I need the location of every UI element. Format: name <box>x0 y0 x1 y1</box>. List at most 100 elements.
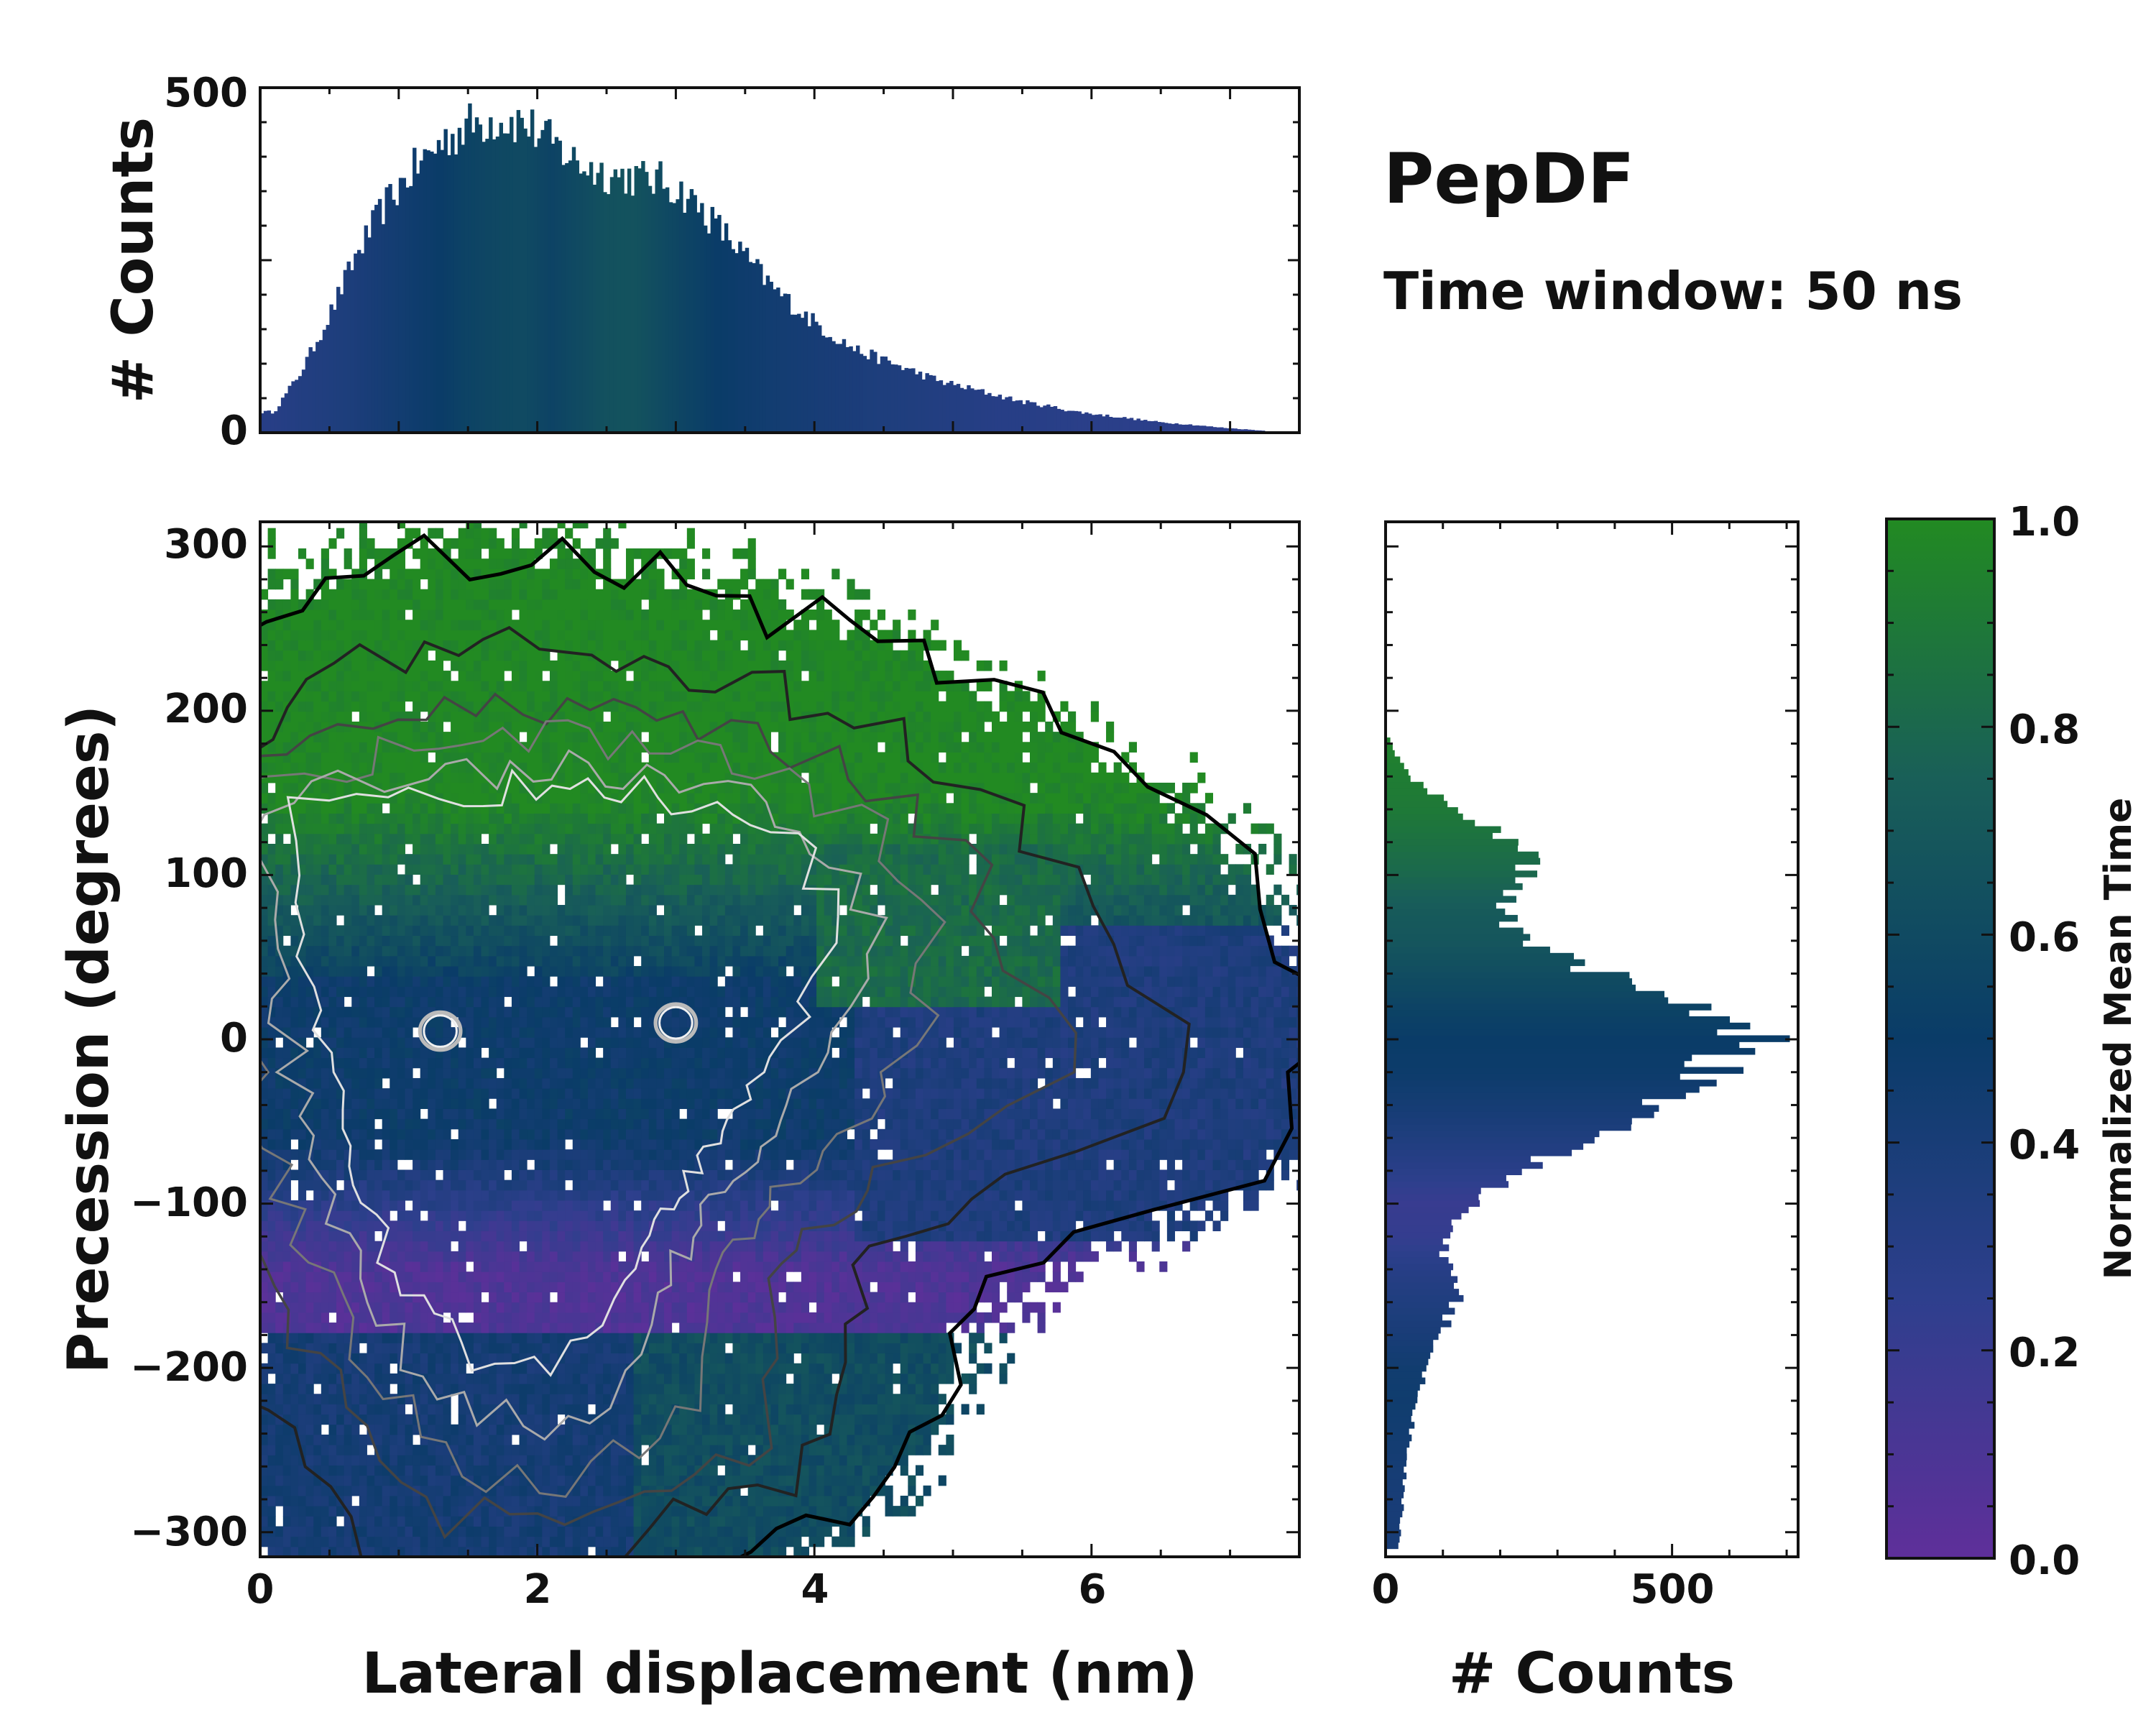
heatmap-cell <box>313 1353 322 1364</box>
heatmap-cell <box>397 752 405 763</box>
heatmap-cell <box>321 1455 329 1466</box>
top-histogram-bar <box>1029 402 1033 433</box>
heatmap-cell <box>451 976 459 987</box>
heatmap-cell <box>473 1271 482 1282</box>
heatmap-cell <box>481 1343 489 1354</box>
heatmap-cell <box>321 1118 329 1130</box>
heatmap-cell <box>405 1128 413 1140</box>
heatmap-cell <box>374 945 383 957</box>
heatmap-cell <box>542 925 550 937</box>
heatmap-cell <box>435 762 443 773</box>
heatmap-cell <box>466 671 474 681</box>
heatmap-cell <box>481 996 489 1008</box>
top-histogram-bar <box>478 124 483 433</box>
heatmap-cell <box>420 854 428 865</box>
heatmap-cell <box>260 1485 269 1496</box>
top-histogram-bar <box>856 345 860 433</box>
heatmap-cell <box>260 1373 269 1384</box>
heatmap-cell <box>580 1118 589 1130</box>
heatmap-cell <box>527 1118 535 1130</box>
heatmap-cell <box>473 1128 482 1140</box>
heatmap-cell <box>557 1485 566 1496</box>
heatmap-cell <box>374 1149 383 1160</box>
top-histogram-bar <box>797 313 801 433</box>
top-histogram-bar <box>617 177 621 433</box>
heatmap-cell <box>428 630 436 641</box>
heatmap-cell <box>298 1445 307 1455</box>
heatmap-cell <box>275 1424 284 1435</box>
heatmap-cell <box>435 1485 443 1496</box>
heatmap-cell <box>298 1465 307 1476</box>
heatmap-cell <box>572 1333 581 1343</box>
heatmap-cell <box>595 925 604 937</box>
heatmap-cell <box>435 1251 443 1262</box>
heatmap-cell <box>359 522 367 529</box>
heatmap-cell <box>260 610 269 620</box>
heatmap-cell <box>382 1108 390 1120</box>
heatmap-cell <box>466 1516 474 1527</box>
top-histogram-bar <box>873 351 877 433</box>
heatmap-cell <box>351 925 360 937</box>
heatmap-cell <box>565 1333 573 1343</box>
heatmap-cell <box>413 844 421 855</box>
top-histogram-bar <box>453 154 459 433</box>
heatmap-cell <box>321 833 329 845</box>
heatmap-cell <box>405 905 413 916</box>
heatmap-cell <box>367 1169 375 1181</box>
heatmap-cell <box>504 1261 512 1272</box>
heatmap-cell <box>618 721 627 732</box>
heatmap-cell <box>519 1363 528 1374</box>
heatmap-cell <box>305 630 314 641</box>
heatmap-cell <box>466 1434 474 1445</box>
heatmap-cell <box>298 1271 307 1282</box>
heatmap-cell <box>519 548 528 559</box>
top-histogram-bar <box>1022 404 1026 433</box>
heatmap-cell <box>275 1159 284 1170</box>
heatmap-cell <box>489 1475 497 1486</box>
heatmap-cell <box>595 681 604 691</box>
heatmap-cell <box>542 772 550 783</box>
heatmap-cell <box>328 1414 337 1425</box>
top-histogram-bar <box>489 117 493 433</box>
heatmap-cell <box>496 976 505 987</box>
top-histogram-bar <box>1171 423 1176 433</box>
top-histogram-bar <box>1133 420 1138 433</box>
heatmap-cell <box>275 691 284 702</box>
heatmap-cell <box>267 1200 276 1211</box>
heatmap-cell <box>534 864 543 875</box>
heatmap-cell <box>527 1434 535 1445</box>
top-histogram-bar <box>1105 414 1110 433</box>
heatmap-cell <box>413 599 421 610</box>
heatmap-cell <box>504 610 512 620</box>
heatmap-cell <box>595 1475 604 1486</box>
heatmap-cell <box>557 711 566 722</box>
heatmap-cell <box>282 1179 291 1191</box>
heatmap-cell <box>397 548 405 559</box>
heatmap-cell <box>405 1302 413 1313</box>
heatmap-cell <box>275 793 284 804</box>
heatmap-cell <box>428 1098 436 1109</box>
heatmap-cell <box>397 803 405 814</box>
heatmap-cell <box>481 1445 489 1455</box>
heatmap-cell <box>275 1118 284 1130</box>
heatmap-cell <box>313 1128 322 1140</box>
heatmap-cell <box>618 1465 627 1476</box>
top-histogram-bar <box>530 109 535 433</box>
heatmap-cell <box>489 772 497 783</box>
heatmap-cell <box>351 935 360 947</box>
heatmap-cell <box>321 945 329 957</box>
heatmap-cell <box>344 1516 352 1527</box>
heatmap-cell <box>565 1465 573 1476</box>
heatmap-cell <box>260 691 269 702</box>
heatmap-cell <box>336 1373 345 1384</box>
heatmap-cell <box>595 1108 604 1120</box>
heatmap-cell <box>580 1138 589 1150</box>
heatmap-cell <box>451 579 459 590</box>
heatmap-cell <box>390 1251 398 1262</box>
top-histogram-bar <box>1192 426 1196 433</box>
heatmap-cell <box>374 813 383 824</box>
top-histogram-bar <box>987 392 992 433</box>
heatmap-cell <box>405 1506 413 1517</box>
heatmap-cell <box>282 671 291 681</box>
heatmap-cell <box>511 1394 520 1404</box>
